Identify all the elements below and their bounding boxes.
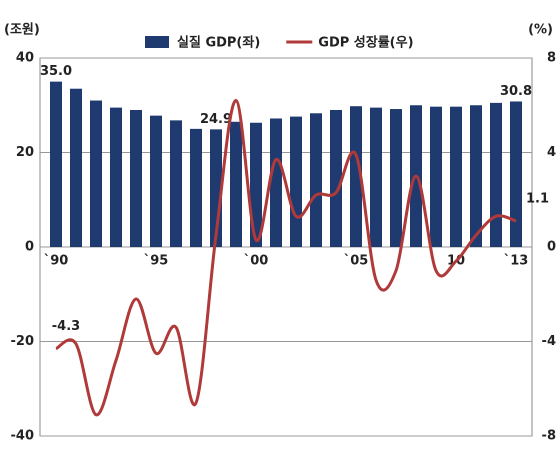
bar — [70, 88, 82, 248]
bar — [270, 118, 282, 247]
bar — [90, 100, 102, 248]
data-label: 1.1 — [526, 192, 549, 207]
bar — [490, 102, 502, 247]
legend-label: 실질 GDP(좌) — [177, 35, 260, 51]
bar — [230, 121, 242, 247]
x-tick-label: `90 — [44, 254, 69, 269]
bar — [310, 113, 322, 247]
x-tick-label: `13 — [504, 254, 529, 269]
bar — [110, 107, 122, 247]
x-tick-label: `05 — [344, 254, 369, 269]
y2-tick-label: 4 — [547, 145, 556, 160]
bar — [50, 81, 62, 247]
x-tick-label: `00 — [244, 254, 269, 269]
y2-tick-label: -8 — [542, 429, 556, 444]
y-axis-label: (조원) — [4, 23, 40, 38]
data-label: 35.0 — [40, 64, 72, 79]
legend-label: GDP 성장률(우) — [318, 35, 413, 51]
bar — [350, 106, 362, 247]
bar — [190, 128, 202, 247]
bar — [170, 120, 182, 247]
growth-line — [55, 99, 517, 417]
bar — [330, 109, 342, 247]
y2-tick-label: 0 — [547, 240, 556, 255]
y2-axis-label: (%) — [528, 23, 553, 38]
y-tick-label: 40 — [16, 51, 34, 66]
bar — [450, 106, 462, 247]
y2-tick-label: 8 — [547, 51, 556, 66]
y-tick-label: -40 — [11, 429, 35, 444]
y-tick-label: 20 — [16, 145, 34, 160]
y-tick-label: 0 — [25, 240, 34, 255]
bar — [430, 106, 442, 247]
bar — [370, 107, 382, 247]
bar — [250, 122, 262, 247]
bar — [150, 115, 162, 248]
data-label: 24.9 — [200, 112, 232, 127]
data-label: -4.3 — [52, 319, 80, 334]
data-label: 30.8 — [500, 84, 532, 99]
bar — [290, 116, 302, 247]
legend-swatch — [145, 36, 169, 48]
x-tick-label: `95 — [144, 254, 169, 269]
bar — [130, 109, 142, 247]
y2-tick-label: -4 — [542, 334, 556, 349]
bar — [470, 105, 482, 247]
y-tick-label: -20 — [11, 334, 35, 349]
bar — [390, 109, 402, 247]
bar — [510, 101, 522, 247]
